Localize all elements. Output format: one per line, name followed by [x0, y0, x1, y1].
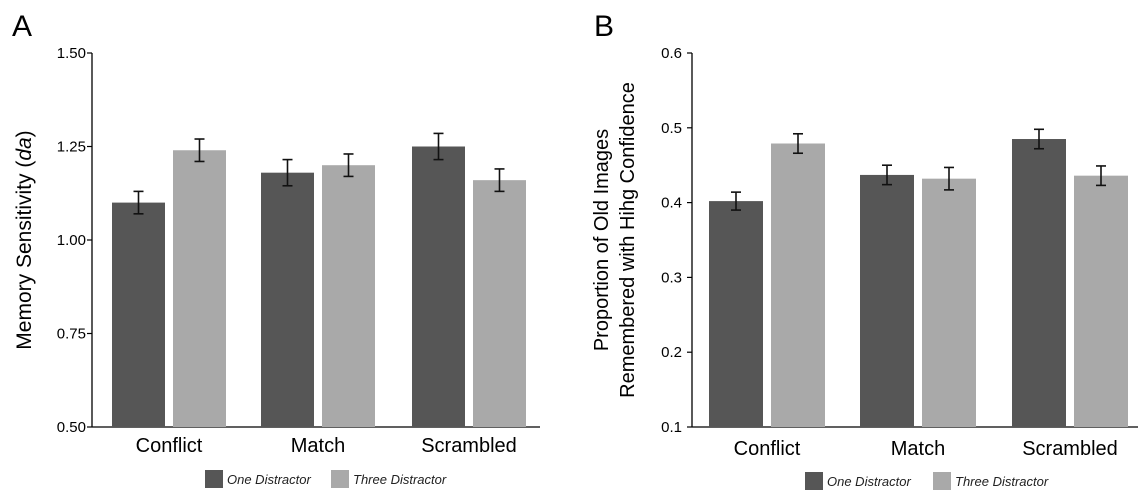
y-tick-label-a-3: 1.25 — [57, 139, 86, 156]
panel-label-a: A — [12, 10, 32, 43]
y-tick-label-b-2: 0.3 — [661, 269, 682, 286]
bar-b-s0-c2 — [1012, 139, 1066, 427]
bar-a-s1-c0 — [173, 150, 226, 428]
bar-a-s1-c1 — [322, 165, 375, 427]
legend-label-three-b: Three Distractor — [955, 474, 1049, 489]
y-tick-label-a-4: 1.50 — [57, 45, 86, 62]
panel-label-b: B — [594, 10, 614, 43]
y-tick-label-a-0: 0.50 — [57, 419, 86, 436]
bar-b-s0-c1 — [860, 174, 914, 427]
x-tick-label-a-1: Match — [291, 435, 345, 457]
y-axis-label-b-line1: Proportion of Old Images — [591, 129, 613, 351]
x-tick-label-b-2: Scrambled — [1022, 438, 1118, 460]
y-tick-label-b-5: 0.6 — [661, 45, 682, 62]
x-tick-label-b-1: Match — [891, 438, 945, 460]
bar-b-s0-c0 — [709, 201, 763, 427]
legend-label-one-a: One Distractor — [227, 472, 311, 487]
x-tick-label-a-2: Scrambled — [421, 435, 517, 457]
panel-b: B Proportion of Old Images Remembered wi… — [591, 10, 1138, 490]
y-tick-label-a-2: 1.00 — [57, 232, 86, 249]
legend-label-three-a: Three Distractor — [353, 472, 447, 487]
panel-a: A Memory Sensitivity (da) Conflict Match… — [12, 10, 540, 488]
legend-swatch-one-a — [205, 470, 223, 488]
x-tick-label-b-0: Conflict — [734, 438, 801, 460]
bar-a-s0-c2 — [412, 146, 465, 427]
y-axis-label-b-line2: Remembered with Hihg Confidence — [617, 82, 639, 398]
x-tick-label-a-0: Conflict — [136, 435, 203, 457]
legend-swatch-one-b — [805, 472, 823, 490]
y-tick-label-b-1: 0.2 — [661, 344, 682, 361]
y-tick-label-a-1: 0.75 — [57, 326, 86, 343]
bar-b-s1-c2 — [1074, 175, 1128, 427]
bar-b-s1-c1 — [922, 178, 976, 427]
legend-swatch-three-a — [331, 470, 349, 488]
legend-swatch-three-b — [933, 472, 951, 490]
bar-a-s0-c0 — [112, 202, 165, 427]
bar-a-s0-c1 — [261, 172, 314, 427]
y-axis-label-a: Memory Sensitivity (da) — [13, 130, 36, 349]
bar-a-s1-c2 — [473, 180, 526, 427]
y-tick-label-b-4: 0.5 — [661, 120, 682, 137]
legend-label-one-b: One Distractor — [827, 474, 911, 489]
y-tick-label-b-0: 0.1 — [661, 419, 682, 436]
bar-b-s1-c0 — [771, 143, 825, 427]
y-tick-label-b-3: 0.4 — [661, 195, 682, 212]
